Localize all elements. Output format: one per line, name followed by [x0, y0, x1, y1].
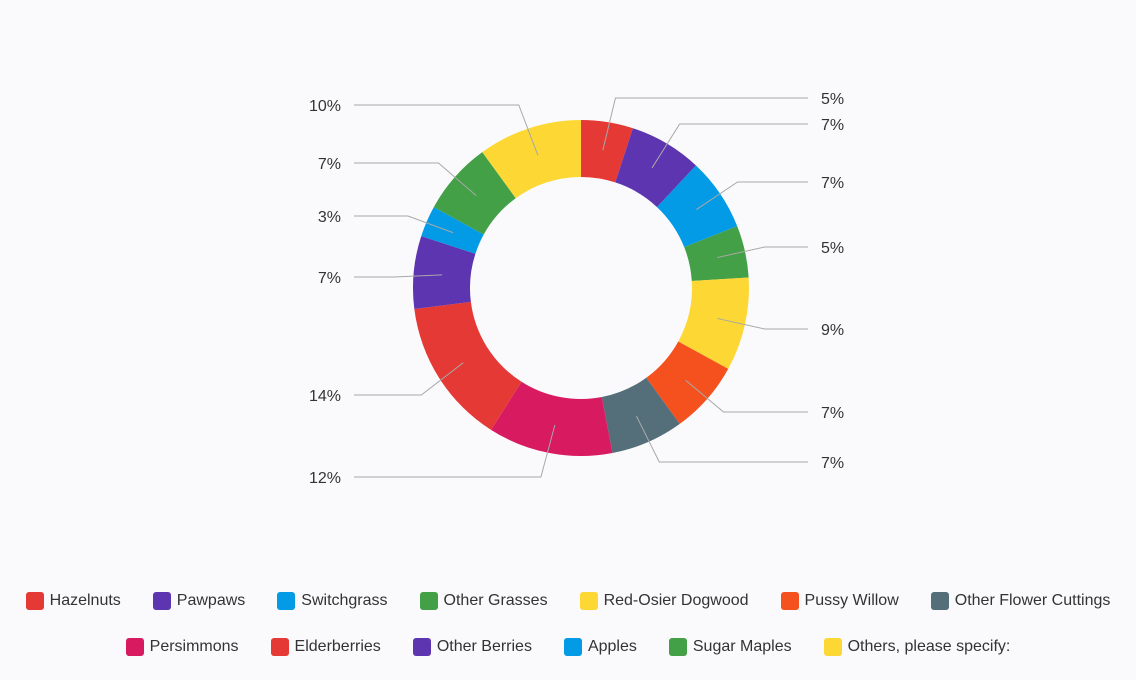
slice-persimmons[interactable] — [490, 381, 613, 456]
legend-item[interactable]: Other Flower Cuttings — [930, 592, 1111, 610]
legend-item[interactable]: Other Grasses — [419, 592, 548, 610]
percent-label: 7% — [318, 270, 341, 287]
percent-label: 7% — [821, 117, 844, 134]
slice-elderberries[interactable] — [414, 301, 522, 430]
legend-label: Red-Osier Dogwood — [603, 592, 749, 609]
slice-other-grasses[interactable] — [684, 226, 749, 282]
percent-label: 7% — [821, 175, 844, 192]
legend-row-2: Persimmons Elderberries Other Berries Apple… — [0, 638, 1136, 656]
legend-label: Apples — [587, 638, 637, 655]
legend-item[interactable]: Pawpaws — [152, 592, 246, 610]
legend-label: Elderberries — [294, 638, 381, 655]
legend-label: Other Berries — [436, 638, 532, 655]
legend-label: Pawpaws — [176, 592, 246, 609]
percent-label: 12% — [309, 470, 341, 487]
legend-swatch — [25, 592, 44, 610]
leader-line — [354, 424, 556, 478]
legend-swatch — [563, 638, 582, 656]
leader-lines-layer — [354, 97, 808, 478]
legend-swatch — [270, 638, 289, 656]
leader-line — [717, 317, 808, 330]
legend-swatch — [579, 592, 598, 610]
percent-labels-layer: 5% 7% 7% 5% 9% 7% 7% 12% 14% 7% 3% 7% 10% — [309, 91, 844, 487]
slices-layer — [412, 120, 749, 456]
legend-item[interactable]: Pussy Willow — [780, 592, 899, 610]
slice-sugar-maples[interactable] — [433, 152, 516, 235]
donut-chart: 5% 7% 7% 5% 9% 7% 7% 12% 14% 7% 3% 7% 10% — [309, 91, 844, 487]
leader-line — [354, 104, 539, 156]
leader-line — [717, 246, 808, 259]
legend-label: Others, please specify: — [847, 638, 1011, 655]
leader-line — [354, 162, 477, 197]
legend-label: Persimmons — [149, 638, 239, 655]
slice-others-please-specify[interactable] — [482, 120, 581, 199]
slice-other-flower-cuttings[interactable] — [601, 377, 680, 454]
slice-pussy-willow[interactable] — [646, 341, 729, 424]
leader-line — [651, 123, 808, 169]
legend-label: Other Grasses — [443, 592, 548, 609]
legend-label: Sugar Maples — [692, 638, 792, 655]
percent-label: 5% — [821, 91, 844, 108]
percent-label: 10% — [309, 98, 341, 115]
legend-item[interactable]: Switchgrass — [277, 592, 388, 610]
legend-label: Switchgrass — [301, 592, 388, 609]
percent-label: 14% — [309, 388, 341, 405]
legend-swatch — [277, 592, 296, 610]
slice-pawpaws[interactable] — [615, 128, 697, 208]
leader-line — [635, 415, 808, 463]
legend-swatch — [668, 638, 687, 656]
percent-label: 7% — [821, 455, 844, 472]
leader-line — [354, 215, 454, 234]
legend-swatch — [930, 592, 949, 610]
percent-label: 7% — [821, 405, 844, 422]
legend-item[interactable]: Apples — [563, 638, 637, 656]
percent-label: 5% — [821, 240, 844, 257]
legend-swatch — [125, 638, 144, 656]
legend-item[interactable]: Sugar Maples — [668, 638, 792, 656]
slice-hazelnuts[interactable] — [581, 120, 633, 183]
legend-label: Hazelnuts — [49, 592, 121, 609]
legend-swatch — [823, 638, 842, 656]
slice-red-osier-dogwood[interactable] — [678, 277, 749, 369]
percent-label: 3% — [318, 209, 341, 226]
legend-item[interactable]: Hazelnuts — [25, 592, 121, 610]
leader-line — [696, 181, 808, 211]
slice-switchgrass[interactable] — [656, 165, 738, 248]
percent-label: 7% — [318, 156, 341, 173]
leader-line — [354, 274, 443, 278]
legend-swatch — [152, 592, 171, 610]
legend-item[interactable]: Other Berries — [412, 638, 532, 656]
slice-other-berries[interactable] — [412, 236, 476, 310]
percent-label: 9% — [821, 322, 844, 339]
legend-swatch — [419, 592, 438, 610]
legend-label: Pussy Willow — [804, 592, 899, 609]
slice-apples[interactable] — [421, 207, 484, 254]
legend-swatch — [412, 638, 431, 656]
legend-swatch — [780, 592, 799, 610]
legend-item[interactable]: Persimmons — [125, 638, 239, 656]
legend-item[interactable]: Red-Osier Dogwood — [579, 592, 749, 610]
legend-label: Other Flower Cuttings — [954, 592, 1111, 609]
leader-line — [685, 379, 808, 413]
legend-row-1: Hazelnuts Pawpaws Switchgrass Other Grasses… — [0, 592, 1136, 610]
leader-line — [602, 97, 808, 151]
legend-item[interactable]: Others, please specify: — [823, 638, 1011, 656]
legend-item[interactable]: Elderberries — [270, 638, 381, 656]
leader-line — [354, 362, 464, 396]
